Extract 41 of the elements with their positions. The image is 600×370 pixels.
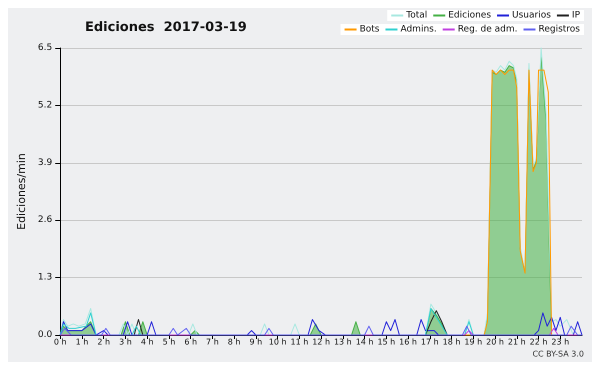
x-tick-label: 5 h — [162, 338, 176, 346]
x-tick-label: 4 h — [140, 338, 154, 346]
legend-label: Reg. de adm. — [458, 24, 518, 34]
y-tick-label: 1.3 — [38, 272, 52, 283]
x-tick-label: 7 h — [206, 338, 219, 346]
y-tick-label: 5.2 — [38, 100, 52, 110]
x-tick-label: 8 h — [228, 338, 240, 346]
x-tick-label: 12 h — [312, 338, 330, 346]
y-tick-label: 2.6 — [38, 215, 52, 226]
legend-label: Ediciones — [448, 10, 492, 20]
x-tick-label: 6 h — [184, 338, 198, 346]
text: CC BY-SA 3.0 — [532, 350, 584, 358]
legend-label: Registros — [538, 24, 580, 34]
x-tick-label: 14 h — [356, 338, 374, 346]
x-tick-label: 11 h — [290, 338, 308, 346]
x-tick-label: 15 h — [377, 338, 396, 346]
x-tick-label: 22 h — [530, 338, 548, 346]
x-tick-label: 23 h — [551, 338, 570, 346]
x-tick-label: 3 h — [119, 338, 132, 346]
y-axis-title: Ediciones/min — [15, 153, 28, 230]
x-tick-label: 21 h — [508, 338, 526, 346]
legend-label: Total — [405, 10, 428, 20]
legend-label: Bots — [360, 24, 380, 34]
legend-label: IP — [572, 10, 581, 20]
y-tick-label: 3.9 — [38, 158, 52, 168]
x-tick-label: 1 h — [76, 338, 88, 346]
chart-title: Ediciones 2017-03-19 — [85, 20, 247, 35]
x-tick-label: 13 h — [334, 338, 352, 346]
y-tick-label: 6.5 — [38, 43, 52, 53]
y-tick-label: 0.0 — [38, 330, 52, 340]
legend-label: Usuarios — [512, 10, 552, 20]
x-tick-label: 0 h — [54, 338, 67, 346]
x-tick-label: 9 h — [250, 338, 262, 346]
x-tick-label: 17 h — [420, 338, 439, 346]
legend-label: Admins. — [400, 24, 437, 34]
x-tick-label: 19 h — [464, 338, 482, 346]
x-tick-label: 18 h — [442, 338, 460, 346]
x-tick-label: 20 h — [486, 338, 504, 346]
x-tick-label: 16 h — [399, 338, 417, 346]
x-tick-label: 2 h — [97, 338, 110, 346]
x-tick-label: 10 h — [268, 338, 287, 346]
